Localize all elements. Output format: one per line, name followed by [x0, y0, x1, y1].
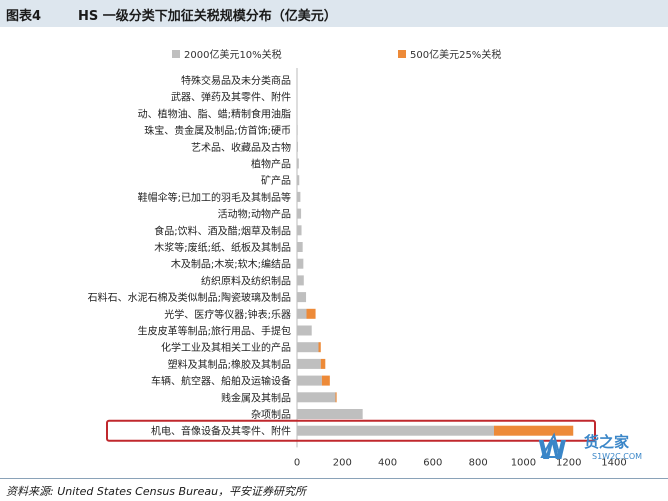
bar-series-2 — [322, 376, 330, 386]
bar-series-1 — [297, 376, 322, 386]
bar-series-2 — [307, 309, 316, 319]
category-label: 武器、弹药及其零件、附件 — [171, 91, 291, 104]
category-label: 贱金属及其制品 — [221, 391, 291, 404]
x-tick-label: 200 — [333, 457, 352, 468]
watermark-text: 货之家 — [584, 431, 629, 452]
bar-series-1 — [297, 192, 300, 202]
bar-series-1 — [297, 292, 306, 302]
bar-series-1 — [297, 426, 494, 436]
bar-series-2 — [321, 359, 326, 369]
bar-series-1 — [297, 392, 335, 402]
bar-series-1 — [297, 409, 363, 419]
bar-series-1 — [297, 125, 298, 135]
watermark-url: S1W2C.COM — [592, 452, 642, 461]
x-tick-label: 400 — [378, 457, 397, 468]
bar-series-1 — [297, 242, 303, 252]
bar-series-1 — [297, 159, 299, 169]
category-label: 塑料及其制品;橡胶及其制品 — [168, 358, 291, 371]
bar-series-1 — [297, 209, 301, 219]
category-label: 石料石、水泥石棉及类似制品;陶瓷玻璃及制品 — [88, 291, 291, 304]
category-label: 机电、音像设备及其零件、附件 — [151, 425, 291, 438]
bar-series-1 — [297, 309, 307, 319]
category-label: 活动物;动物产品 — [218, 208, 291, 221]
category-label: 鞋帽伞等;已加工的羽毛及其制品等 — [138, 191, 291, 204]
category-label: 纺织原料及纺织制品 — [201, 274, 291, 287]
category-label: 特殊交易品及未分类商品 — [181, 74, 291, 87]
category-label: 动、植物油、脂、蜡;精制食用油脂 — [138, 107, 291, 120]
category-label: 植物产品 — [251, 158, 291, 171]
bar-series-1 — [297, 175, 299, 185]
x-tick-label: 0 — [294, 457, 300, 468]
x-tick-label: 800 — [469, 457, 488, 468]
bar-series-2 — [335, 392, 336, 402]
svg-text:W: W — [538, 436, 567, 466]
bar-series-1 — [297, 225, 302, 235]
category-label: 杂项制品 — [251, 408, 291, 421]
category-label: 木及制品;木炭;软木;编结品 — [171, 258, 291, 271]
category-label: 车辆、航空器、船舶及运输设备 — [151, 375, 291, 388]
bar-series-1 — [297, 342, 319, 352]
category-label: 化学工业及其相关工业的产品 — [161, 341, 291, 354]
bar-series-2 — [319, 342, 321, 352]
category-label: 生皮皮革等制品;旅行用品、手提包 — [138, 325, 291, 338]
category-label: 艺术品、收藏品及古物 — [191, 141, 291, 154]
category-label: 光学、医疗等仪器;钟表;乐器 — [164, 308, 291, 321]
watermark-logo: W 货之家 S1W2C.COM — [536, 425, 656, 473]
category-label: 木浆等;废纸;纸、纸板及其制品 — [154, 241, 291, 254]
bar-series-1 — [297, 142, 298, 152]
category-label: 食品;饮料、酒及醋;烟草及制品 — [154, 224, 291, 237]
bar-series-1 — [297, 259, 303, 269]
figure-source: 资料来源: United States Census Bureau，平安证券研究… — [6, 483, 306, 499]
category-label: 珠宝、贵金属及制品;仿首饰;硬币 — [144, 124, 291, 137]
truck-logo-icon: W — [536, 427, 584, 471]
x-tick-label: 600 — [423, 457, 442, 468]
bar-series-1 — [297, 326, 312, 336]
bar-chart: 特殊交易品及未分类商品武器、弹药及其零件、附件动、植物油、脂、蜡;精制食用油脂珠… — [0, 0, 668, 478]
x-tick-label: 1000 — [511, 457, 536, 468]
bar-series-1 — [297, 359, 321, 369]
bar-series-1 — [297, 275, 304, 285]
category-label: 矿产品 — [261, 174, 291, 187]
